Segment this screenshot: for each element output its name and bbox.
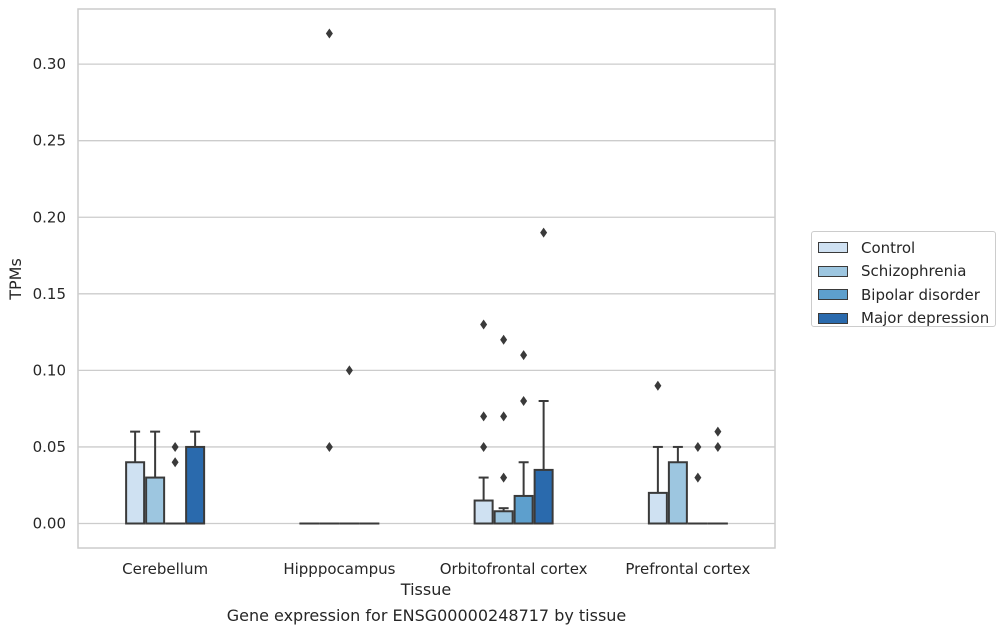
x-axis-ticks: Cerebellum Hipppocampus Orbitofrontal cort… <box>122 560 750 578</box>
outlier-point <box>500 472 508 483</box>
legend-swatch <box>818 242 848 254</box>
outlier-point <box>694 441 702 452</box>
outlier-point <box>480 319 488 330</box>
legend-item: Schizophrenia <box>818 260 995 284</box>
outlier-point <box>714 441 722 452</box>
outlier-point <box>654 380 662 391</box>
y-tick-label: 0.05 <box>33 438 66 456</box>
x-tick-label: Orbitofrontal cortex <box>440 560 588 578</box>
y-tick-label: 0.20 <box>33 208 66 226</box>
box <box>647 491 668 525</box>
box <box>533 468 554 525</box>
box-plot-series <box>125 28 728 525</box>
legend-label: Major depression <box>861 309 990 328</box>
box <box>185 445 206 525</box>
outlier-point <box>500 411 508 422</box>
outlier-point <box>694 472 702 483</box>
box <box>667 461 688 525</box>
x-tick-label: Hipppocampus <box>283 560 395 578</box>
y-tick-label: 0.25 <box>33 132 66 150</box>
grid-lines <box>78 63 775 525</box>
legend-item: Bipolar disorder <box>818 283 995 307</box>
y-tick-label: 0.10 <box>33 361 66 379</box>
legend-swatch <box>818 265 848 277</box>
legend-label: Control <box>861 238 916 257</box>
y-tick-label: 0.30 <box>33 55 66 73</box>
x-axis-title: Tissue <box>400 580 451 599</box>
legend-label: Schizophrenia <box>861 262 967 281</box>
y-axis-title: TPMs <box>6 258 25 301</box>
y-tick-label: 0.15 <box>33 285 66 303</box>
outlier-point <box>325 28 333 39</box>
outlier-point <box>714 426 722 437</box>
box <box>513 494 534 525</box>
x-tick-label: Prefrontal cortex <box>625 560 750 578</box>
box <box>493 510 514 525</box>
outlier-point <box>540 227 548 238</box>
legend-label: Bipolar disorder <box>861 285 980 304</box>
y-tick-label: 0.00 <box>33 515 66 533</box>
legend-swatch <box>818 312 848 324</box>
box <box>145 476 166 525</box>
legend: Control Schizophrenia Bipolar disorder Majo… <box>811 231 996 327</box>
outlier-point <box>520 396 528 406</box>
outlier-point <box>171 441 179 452</box>
outlier-point <box>500 334 508 345</box>
outlier-point <box>325 441 333 452</box>
y-axis-ticks: 0.00 0.05 0.10 0.15 0.20 0.25 0.30 <box>33 55 66 532</box>
legend-item: Control <box>818 236 995 260</box>
outlier-point <box>345 365 353 376</box>
outlier-point <box>171 457 179 468</box>
box <box>473 499 494 525</box>
x-tick-label: Cerebellum <box>122 560 208 578</box>
box <box>125 461 146 525</box>
outlier-point <box>520 350 528 361</box>
outlier-point <box>480 441 488 452</box>
plot-frame <box>77 8 776 549</box>
legend-swatch <box>818 289 848 301</box>
outlier-point <box>480 411 488 422</box>
figure-caption: Gene expression for ENSG00000248717 by t… <box>226 606 627 625</box>
legend-item: Major depression <box>818 307 995 331</box>
